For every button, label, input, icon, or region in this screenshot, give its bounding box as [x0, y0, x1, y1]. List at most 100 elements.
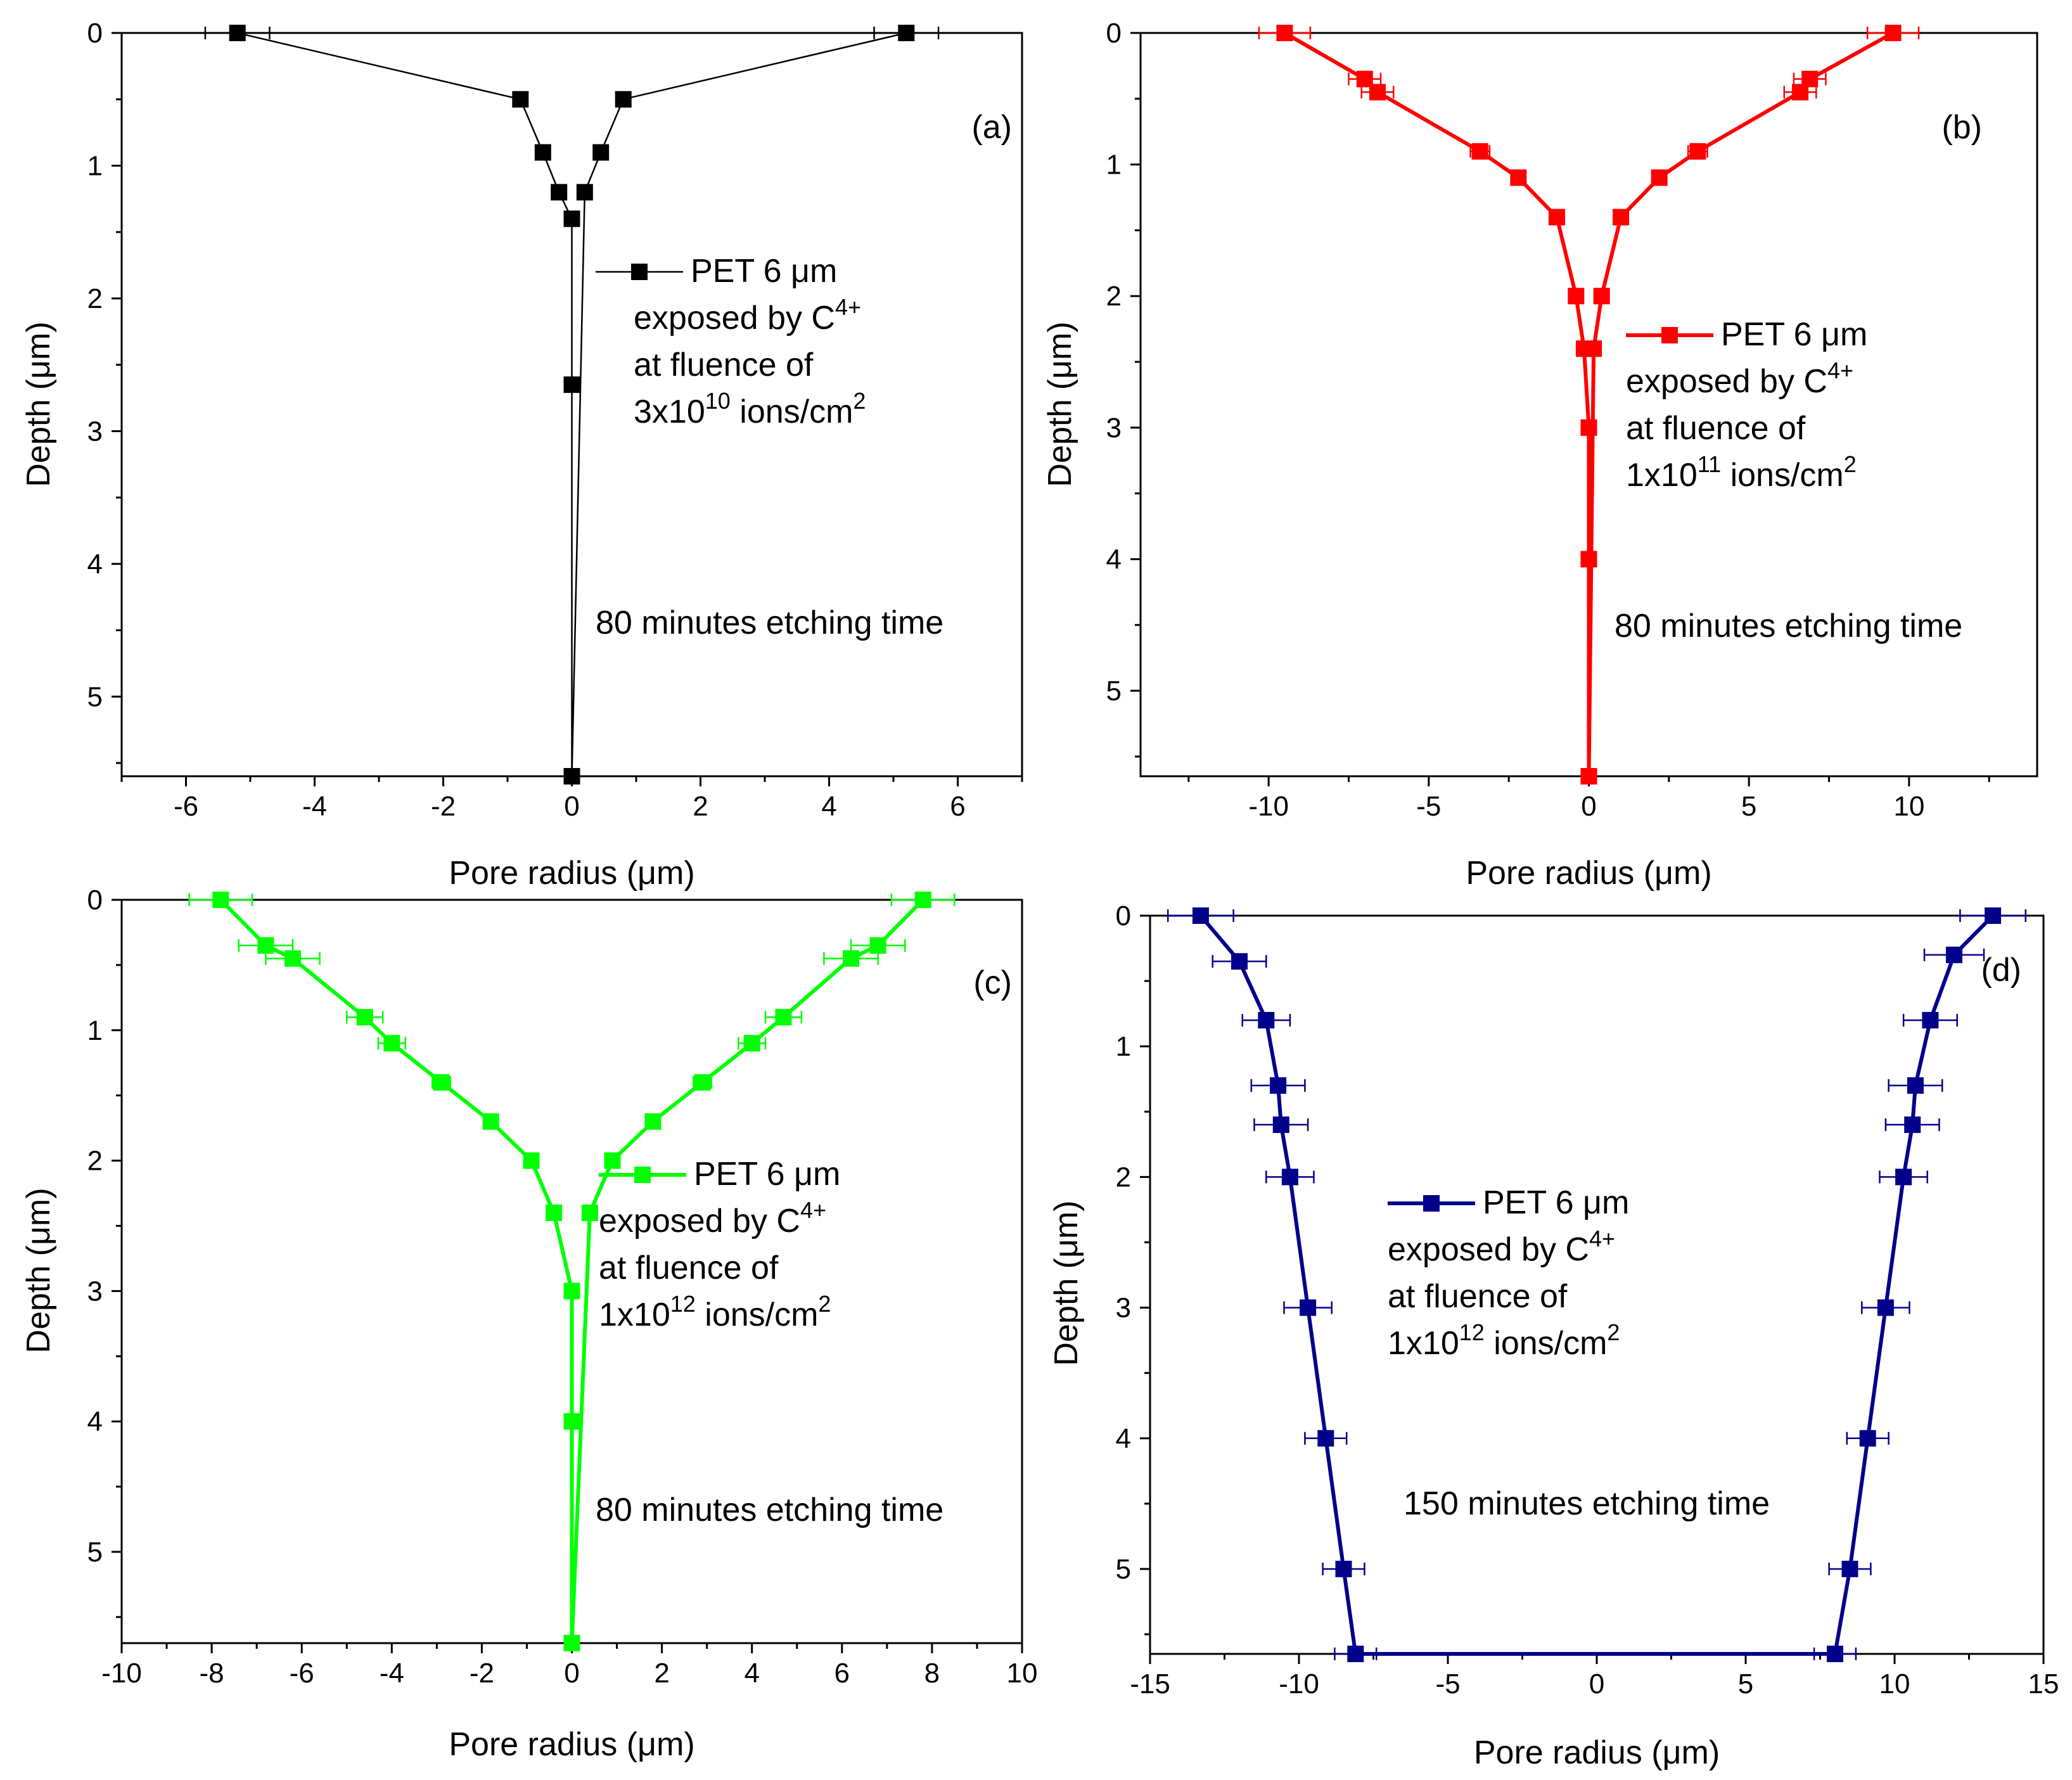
data-point [1270, 1077, 1287, 1094]
series-line [1283, 31, 1895, 778]
etching-time-note: 80 minutes etching time [596, 1492, 943, 1528]
legend-marker [634, 1167, 651, 1183]
data-point [1922, 1011, 1939, 1028]
data-point [1827, 1646, 1843, 1662]
x-tick-label: 4 [821, 791, 836, 822]
y-tick-label: 2 [1106, 281, 1122, 312]
y-tick-label: 3 [1106, 413, 1122, 444]
data-point [1904, 1116, 1921, 1133]
data-point [843, 950, 860, 967]
x-tick-label: -4 [302, 791, 327, 822]
x-tick-label: 6 [835, 1658, 850, 1689]
x-tick-label: -2 [470, 1658, 494, 1689]
y-tick-label: 1 [87, 1015, 103, 1046]
data-point [1580, 419, 1597, 436]
data-point [1347, 1646, 1364, 1662]
x-tick-label: 0 [564, 1658, 579, 1689]
legend-marker [1423, 1195, 1440, 1212]
data-point [1281, 1169, 1298, 1186]
data-point [546, 1204, 563, 1221]
y-tick-label: 0 [87, 885, 103, 916]
x-axis-label: Pore radius (μm) [1466, 855, 1711, 892]
data-point [1548, 208, 1565, 226]
data-point [284, 950, 301, 967]
data-point [1272, 1116, 1289, 1133]
data-point [563, 210, 580, 227]
x-tick-label: 0 [1581, 791, 1596, 822]
x-tick-label: -6 [290, 1658, 314, 1689]
legend-line-2: exposed by C4+ [634, 294, 861, 336]
x-axis-label: Pore radius (μm) [449, 855, 694, 892]
y-tick-label: 2 [87, 283, 103, 314]
etching-time-note: 80 minutes etching time [1615, 608, 1962, 644]
legend-line-4: 3x1010 ions/cm2 [634, 388, 866, 430]
data-point [898, 25, 915, 41]
series-line [1199, 914, 1995, 1656]
data-point [563, 1635, 580, 1651]
legend-line-3: at fluence of [1626, 410, 1806, 447]
data-point [644, 1113, 662, 1130]
panel-label: (a) [971, 109, 1012, 146]
x-tick-label: -5 [1435, 1668, 1460, 1700]
x-tick-label: -10 [1279, 1668, 1319, 1700]
legend-line-1: PET 6 μm [1721, 316, 1867, 353]
y-tick-label: 3 [87, 416, 103, 447]
data-point [1985, 907, 2002, 924]
etching-time-note: 150 minutes etching time [1404, 1485, 1770, 1522]
x-tick-label: 10 [1879, 1668, 1910, 1700]
legend-line-2: exposed by C4+ [1388, 1226, 1615, 1268]
x-tick-label: 10 [1893, 791, 1924, 822]
data-point [1258, 1011, 1275, 1028]
data-point [356, 1009, 373, 1026]
panel-c: -10 -8 -6 -4 -2 0 2 4 6 8 10 0 1 2 3 4 5 Pore radius (μm)… [20, 885, 1037, 1763]
panel-a: -6 -4 -2 0 2 4 6 0 1 2 3 4 5 Pore radius (μm) Depth (μ… [20, 18, 1023, 892]
y-tick-label: 5 [1116, 1554, 1131, 1585]
x-tick-label: -5 [1416, 791, 1441, 822]
data-point [615, 91, 632, 108]
data-point [523, 1152, 540, 1169]
data-point [1317, 1430, 1334, 1447]
data-point [1300, 1299, 1317, 1316]
legend-line-1: PET 6 μm [694, 1156, 840, 1193]
data-point [1651, 169, 1668, 186]
legend-line-4: 1x1012 ions/cm2 [1388, 1319, 1620, 1362]
data-point [1585, 340, 1602, 357]
data-point [1841, 1560, 1858, 1577]
y-tick-label: 5 [87, 681, 103, 712]
x-tick-label: 4 [744, 1658, 759, 1689]
y-tick-label: 4 [87, 549, 103, 580]
panel-label: (b) [1941, 109, 1982, 146]
data-point [1580, 551, 1597, 568]
data-point [212, 892, 229, 908]
x-axis-label: Pore radius (μm) [1474, 1734, 1720, 1771]
legend-line-2: exposed by C4+ [1626, 357, 1853, 400]
data-point [512, 91, 529, 108]
data-point [1593, 288, 1610, 305]
legend-line-2: exposed by C4+ [599, 1197, 826, 1239]
data-point [229, 25, 246, 41]
x-tick-label: -10 [1248, 791, 1289, 822]
data-point [576, 184, 593, 201]
y-tick-label: 4 [1116, 1423, 1131, 1454]
data-point [1580, 768, 1597, 784]
panel-d: -15 -10 -5 0 5 10 15 0 1 2 3 4 5 Pore radius (μm) Dept… [1048, 900, 2059, 1771]
x-tick-label: -6 [174, 791, 198, 822]
x-tick-label: -4 [380, 1658, 404, 1689]
data-point [1946, 946, 1962, 963]
x-tick-label: 5 [1738, 1668, 1753, 1700]
plot-frame [1149, 914, 2045, 1655]
data-point [1877, 1299, 1894, 1316]
data-point [383, 1035, 400, 1052]
data-point [1276, 25, 1293, 41]
data-point [1801, 70, 1819, 87]
y-tick-label: 0 [87, 18, 103, 49]
etching-time-note: 80 minutes etching time [596, 605, 943, 641]
data-point [433, 1074, 450, 1091]
x-tick-label: -2 [431, 791, 456, 822]
y-tick-label: 1 [1106, 150, 1122, 181]
y-tick-label: 2 [1116, 1162, 1131, 1193]
y-tick-label: 3 [87, 1276, 103, 1307]
data-point [1859, 1430, 1876, 1447]
y-tick-label: 3 [1116, 1293, 1131, 1324]
